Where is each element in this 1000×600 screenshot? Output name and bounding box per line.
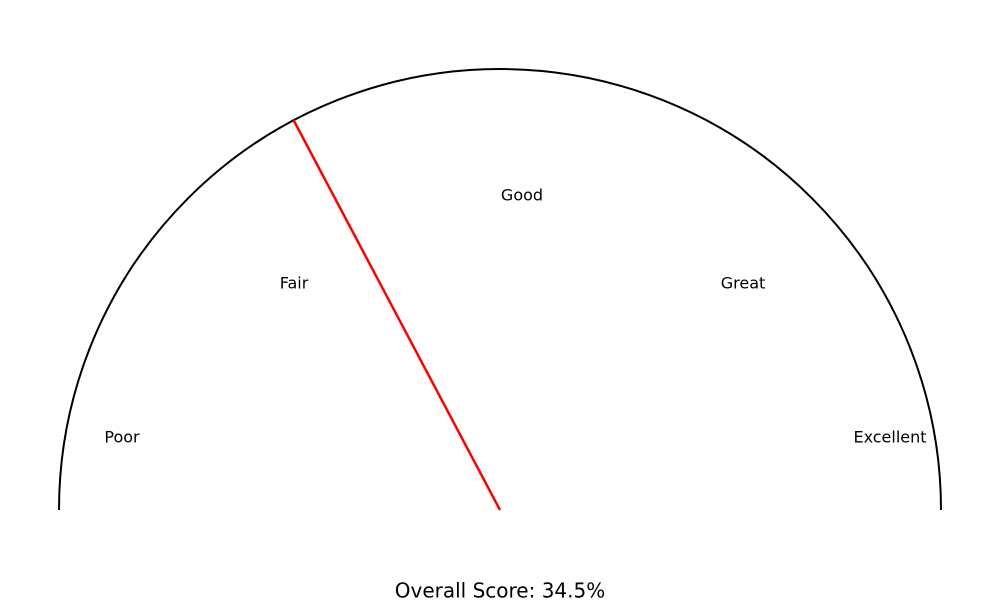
gauge-arc xyxy=(58,68,942,511)
gauge-needle xyxy=(292,119,502,511)
category-label-excellent: Excellent xyxy=(853,428,926,447)
category-label-good: Good xyxy=(501,186,543,205)
category-label-poor: Poor xyxy=(104,428,140,447)
category-label-fair: Fair xyxy=(280,274,309,293)
category-label-great: Great xyxy=(721,274,766,293)
overall-score-label: Overall Score: 34.5% xyxy=(395,579,605,600)
